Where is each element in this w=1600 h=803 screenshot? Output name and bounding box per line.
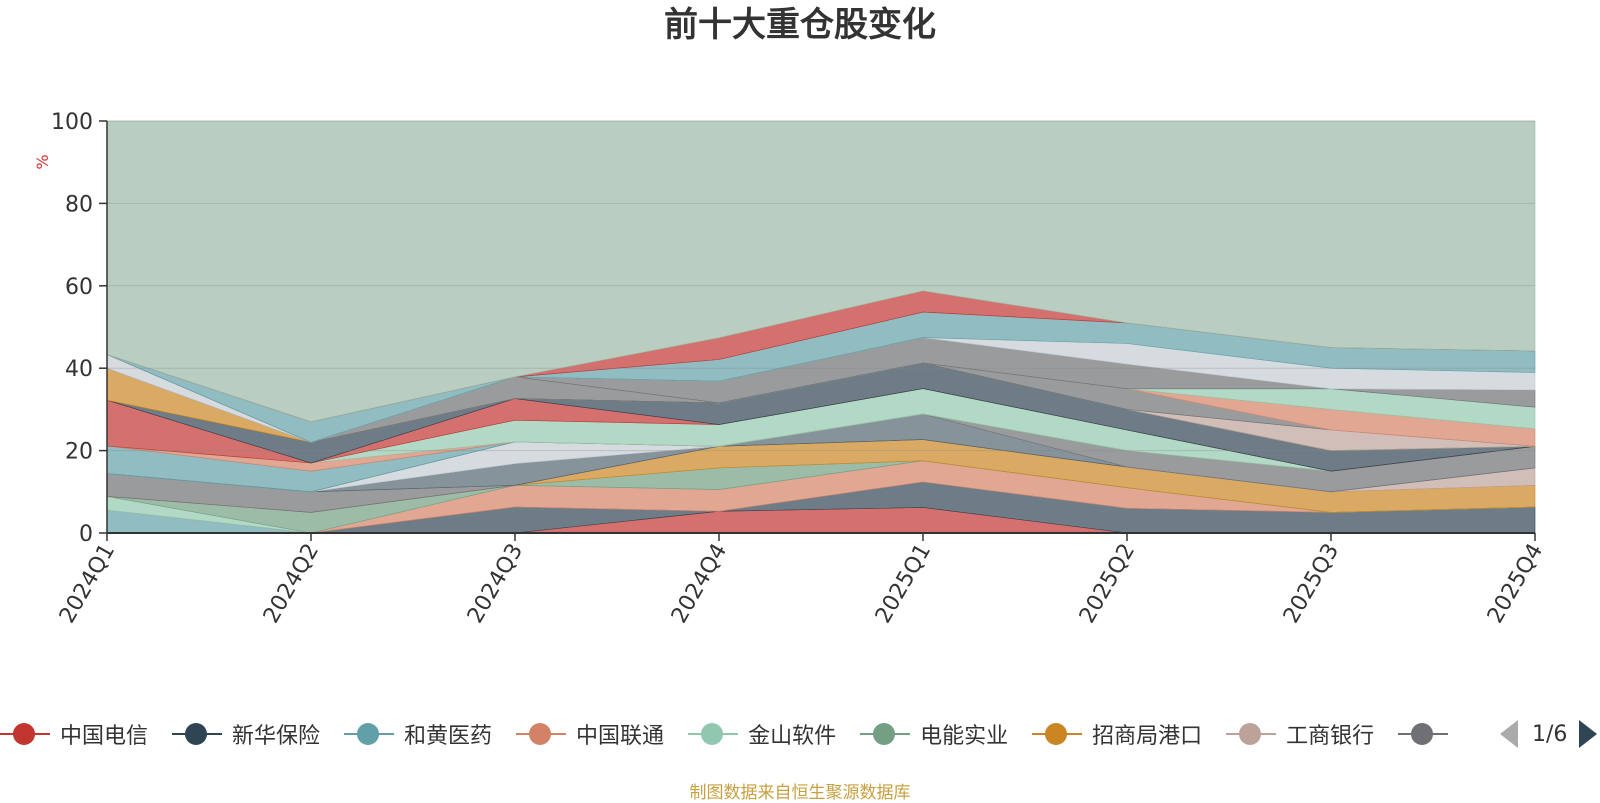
legend-marker-icon [344, 719, 395, 749]
legend-label: 新华保险 [232, 724, 321, 749]
x-tick-label: 2025Q3 [1279, 540, 1344, 628]
y-tick-label: 40 [65, 357, 93, 382]
legend-item[interactable]: 工商银行 [1226, 718, 1374, 750]
legend-item[interactable]: 和黄医药 [344, 718, 492, 750]
legend: 中国电信 新华保险 和黄医药 中国联通 金山软件 电能实业 招商局港口 工商银行 [0, 714, 1482, 754]
stacked-area-chart: 0 20 40 60 80 100 2024Q1 2024Q2 2024Q3 2024Q4 2025… [33, 110, 1548, 628]
legend-item[interactable]: 中国电信 [0, 718, 148, 750]
y-tick-label: 0 [79, 522, 93, 547]
legend-prev-arrow-icon[interactable] [1500, 720, 1518, 748]
y-axis-unit-label: % [33, 154, 52, 169]
legend-item[interactable] [1398, 719, 1458, 749]
x-tick-label: 2025Q4 [1483, 540, 1548, 628]
x-tick-label: 2025Q1 [871, 540, 936, 628]
x-tick-label: 2025Q2 [1075, 540, 1140, 628]
area-series-29[interactable] [106, 120, 1536, 423]
legend-item[interactable]: 新华保险 [172, 718, 320, 750]
y-tick-label: 80 [65, 192, 93, 217]
x-tick-label: 2024Q1 [55, 540, 120, 628]
data-source-note: 制图数据来自恒生聚源数据库 [689, 783, 911, 803]
y-tick-label: 60 [65, 275, 93, 300]
legend-marker-icon [1398, 719, 1449, 749]
x-tick-label: 2024Q4 [667, 540, 732, 628]
legend-marker-icon [516, 719, 567, 749]
legend-marker-icon [0, 719, 50, 749]
legend-label: 金山软件 [748, 724, 837, 749]
legend-item[interactable]: 电能实业 [860, 718, 1008, 750]
y-tick-label: 20 [65, 440, 93, 465]
x-tick-label: 2024Q2 [259, 540, 324, 628]
x-tick-label: 2024Q3 [463, 540, 528, 628]
legend-marker-icon [688, 719, 739, 749]
legend-marker-icon [1032, 719, 1083, 749]
legend-label: 中国联通 [576, 724, 665, 749]
legend-label: 中国电信 [60, 724, 149, 749]
area-series-group [106, 120, 1536, 534]
legend-item[interactable]: 招商局港口 [1032, 718, 1202, 750]
legend-pager: 1/6 [1500, 714, 1598, 754]
legend-label: 电能实业 [920, 724, 1009, 749]
legend-label: 工商银行 [1286, 724, 1375, 749]
legend-next-arrow-icon[interactable] [1579, 720, 1598, 748]
legend-marker-icon [172, 719, 223, 749]
legend-item[interactable]: 中国联通 [516, 718, 664, 750]
legend-marker-icon [860, 719, 911, 749]
grid-lines [107, 120, 1535, 452]
legend-page-indicator: 1/6 [1532, 721, 1568, 747]
legend-item[interactable]: 金山软件 [688, 718, 836, 750]
y-tick-label: 100 [51, 110, 93, 135]
legend-label: 和黄医药 [404, 724, 493, 749]
legend-marker-icon [1226, 719, 1277, 749]
legend-label: 招商局港口 [1092, 724, 1203, 749]
chart-title: 前十大重仓股变化 [664, 5, 936, 45]
